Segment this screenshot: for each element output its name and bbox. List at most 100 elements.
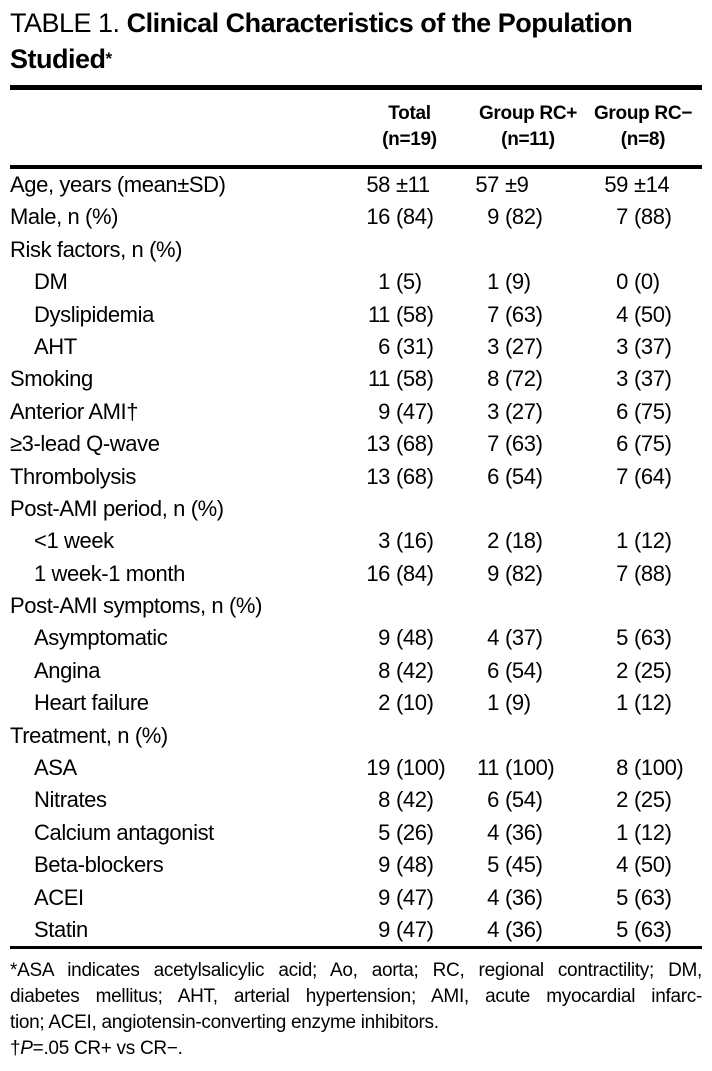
value-percent: (12) <box>634 819 672 845</box>
value-cell <box>347 720 472 752</box>
value-cell: 9 (48) <box>347 622 472 654</box>
value-cell <box>472 590 584 622</box>
column-header-rc-plus-name: Group RC+ <box>478 103 578 124</box>
footnote-dagger-note: †P=.05 CR+ vs CR−. <box>10 1036 702 1062</box>
value-count: 9 <box>378 916 390 942</box>
p-value-symbol: P <box>20 1038 33 1060</box>
table-number-label: TABLE 1. <box>10 8 120 38</box>
value-percent: (25) <box>634 657 672 683</box>
table-row: Thrombolysis 13 (68) 6 (54) 7 (64) <box>10 461 702 493</box>
value-cell: 5 (63) <box>584 882 702 914</box>
value-cell: 6 (75) <box>584 428 702 460</box>
value-count: 7 <box>487 301 499 327</box>
value-cell: 1 (12) <box>584 687 702 719</box>
value-cell: 9 (47) <box>347 914 472 946</box>
value-cell: 16 (84) <box>347 558 472 590</box>
footnote-line-1: *ASA indicates acetylsalicylic acid; Ao,… <box>10 960 702 982</box>
value-cell <box>472 493 584 525</box>
value-percent: (37) <box>505 625 543 651</box>
row-label: Calcium antagonist <box>34 819 214 845</box>
column-header-rc-minus-name: Group RC− <box>593 103 693 124</box>
row-label: Statin <box>34 916 88 942</box>
value-percent: (64) <box>634 463 672 489</box>
value-count: 5 <box>378 819 390 845</box>
value-count: 4 <box>616 852 628 878</box>
row-label: Age, years (mean±SD) <box>10 172 226 197</box>
value-count: 1 <box>378 269 390 295</box>
value-percent: (63) <box>634 916 672 942</box>
row-label: Male, n (%) <box>10 204 119 230</box>
value-cell: 5 (63) <box>584 622 702 654</box>
value-cell <box>347 493 472 525</box>
value-count: 0 <box>616 269 628 295</box>
value-percent: (5) <box>396 269 422 295</box>
value-cell: 6 (54) <box>472 784 584 816</box>
value-cell: 8 (100) <box>584 752 702 784</box>
table-row: Nitrates 8 (42) 6 (54) 2 (25) <box>10 784 702 816</box>
value-percent: (31) <box>396 333 434 359</box>
value-percent: (0) <box>634 269 660 295</box>
value-percent: (88) <box>634 560 672 586</box>
row-label: Heart failure <box>34 690 149 716</box>
value-percent: (25) <box>634 787 672 813</box>
value-count: 6 <box>616 431 628 457</box>
value-percent: (63) <box>634 884 672 910</box>
table-row: Beta-blockers 9 (48) 5 (45) 4 (50) <box>10 849 702 881</box>
top-rule <box>10 85 702 90</box>
value-percent: (47) <box>396 398 434 424</box>
value-cell: 6 (54) <box>472 461 584 493</box>
value-cell: 1 (5) <box>347 266 472 298</box>
value-cell: 9 (47) <box>347 396 472 428</box>
row-label: DM <box>34 269 68 295</box>
value-percent: (18) <box>505 528 543 554</box>
table-row: Anterior AMI† 9 (47) 3 (27) 6 (75) <box>10 396 702 428</box>
value-percent: (37) <box>634 366 672 392</box>
table-row: Post-AMI period, n (%) <box>10 493 702 525</box>
value-percent: (68) <box>396 463 434 489</box>
value-percent: (100) <box>505 755 555 781</box>
value-percent: (50) <box>634 852 672 878</box>
value-percent: (58) <box>396 301 434 327</box>
value-cell: 11 (100) <box>472 752 584 784</box>
value-cell: 5 (63) <box>584 914 702 946</box>
value-percent: (42) <box>396 657 434 683</box>
value-cell <box>347 234 472 266</box>
value-percent: (75) <box>634 431 672 457</box>
value-cell: 2 (25) <box>584 784 702 816</box>
value-percent: (54) <box>505 787 543 813</box>
value-cell: 5 (45) <box>472 849 584 881</box>
value-cell: 19 (100) <box>347 752 472 784</box>
value-cell: 4 (37) <box>472 622 584 654</box>
table-row: Angina 8 (42) 6 (54) 2 (25) <box>10 655 702 687</box>
value-percent: (36) <box>505 819 543 845</box>
dagger-symbol: † <box>10 1038 21 1060</box>
table-row: Dyslipidemia 11 (58) 7 (63) 4 (50) <box>10 299 702 331</box>
value-cell: 1 (9) <box>472 266 584 298</box>
column-header-total-n: (n=19) <box>382 129 437 150</box>
value-count: 1 <box>487 269 499 295</box>
bottom-rule <box>10 946 702 950</box>
value-count: 3 <box>616 366 628 392</box>
value-count: 4 <box>487 819 499 845</box>
value-cell: 1 (9) <box>472 687 584 719</box>
value-cell: 1 (12) <box>584 817 702 849</box>
value-count: 4 <box>616 301 628 327</box>
row-label: 1 week-1 month <box>34 560 185 586</box>
row-label: Beta-blockers <box>34 852 164 878</box>
value-cell: 4 (36) <box>472 817 584 849</box>
table-title: TABLE 1. Clinical Characteristics of the… <box>10 6 702 77</box>
table-row: ≥3-lead Q-wave 13 (68) 7 (63) 6 (75) <box>10 428 702 460</box>
table-row: Treatment, n (%) <box>10 720 702 752</box>
value-cell: 6 (75) <box>584 396 702 428</box>
value-cell <box>584 590 702 622</box>
value-count: 7 <box>487 431 499 457</box>
value-count: 3 <box>487 398 499 424</box>
value-percent: (27) <box>505 333 543 359</box>
value-percent: (27) <box>505 398 543 424</box>
row-label: ≥3-lead Q-wave <box>10 431 160 457</box>
value-percent: (9) <box>505 269 531 295</box>
value-cell: 4 (50) <box>584 299 702 331</box>
value-count: 1 <box>487 690 499 716</box>
value-percent: (48) <box>396 625 434 651</box>
value-percent: ±9 <box>505 172 529 197</box>
